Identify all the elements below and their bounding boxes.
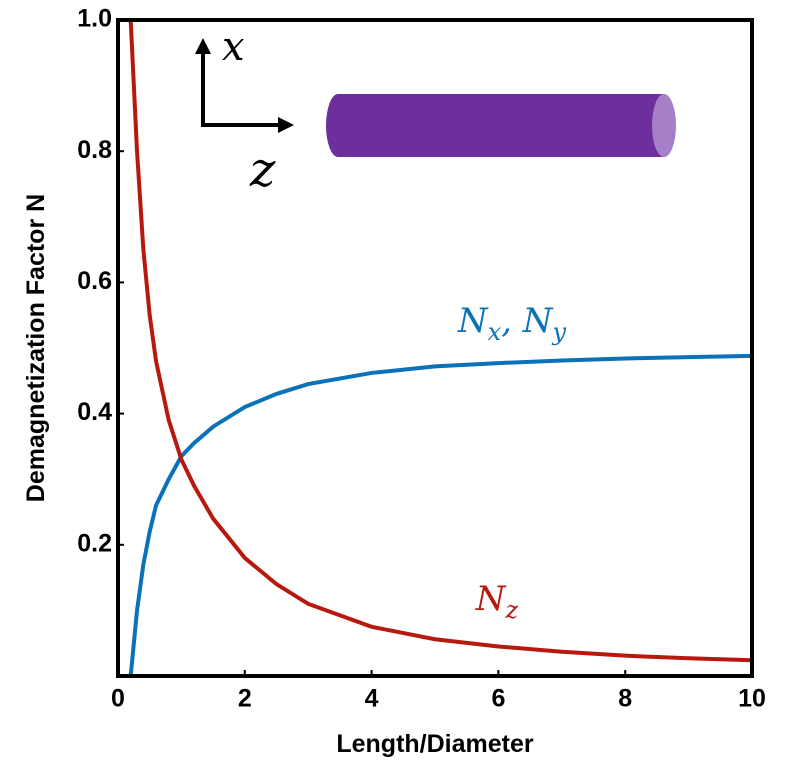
y-tick-label: 1.0 xyxy=(77,5,112,33)
cylinder xyxy=(326,94,664,157)
x-tick-label: 10 xyxy=(738,685,766,713)
x-tick-label: 4 xyxy=(365,685,379,713)
y-tick-label: 0.8 xyxy=(77,136,112,164)
series-line xyxy=(128,353,753,677)
plot-frame xyxy=(116,18,754,678)
x-tick-label: 8 xyxy=(618,685,632,713)
y-tick-label: 0.6 xyxy=(77,267,112,295)
arrow-head xyxy=(278,117,294,133)
series-line xyxy=(128,19,753,663)
y-tick-label: 0.4 xyxy=(77,398,112,426)
x-tick-label: 2 xyxy=(238,685,252,713)
inset-axis-label: z xyxy=(249,142,276,198)
series-label: Nz xyxy=(475,579,519,624)
arrow-head xyxy=(195,38,211,54)
y-tick-label: 0.2 xyxy=(77,529,112,557)
x-axis-label: Length/Diameter xyxy=(336,730,534,758)
series-label: Nx, Ny xyxy=(457,301,567,346)
y-axis-label: Demagnetization Factor N xyxy=(22,194,50,502)
cylinder-end xyxy=(652,94,676,157)
x-tick-label: 6 xyxy=(491,685,505,713)
x-tick-label: 0 xyxy=(111,685,125,713)
inset: x z xyxy=(195,24,676,198)
inset-axis-label: x xyxy=(222,24,245,70)
